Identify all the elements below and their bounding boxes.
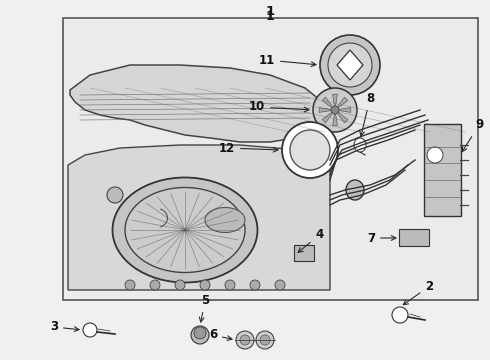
Text: 2: 2 — [403, 280, 433, 305]
Polygon shape — [333, 94, 338, 110]
Text: 9: 9 — [462, 118, 483, 152]
FancyBboxPatch shape — [424, 124, 461, 216]
Circle shape — [107, 187, 123, 203]
Circle shape — [125, 280, 135, 290]
Text: 1: 1 — [266, 10, 274, 23]
Circle shape — [194, 327, 206, 339]
Circle shape — [313, 88, 357, 132]
FancyBboxPatch shape — [399, 229, 429, 246]
Text: 10: 10 — [249, 100, 309, 113]
Circle shape — [275, 280, 285, 290]
Polygon shape — [335, 108, 351, 112]
Polygon shape — [335, 110, 348, 123]
Polygon shape — [68, 145, 330, 290]
Circle shape — [328, 43, 372, 87]
FancyBboxPatch shape — [294, 245, 314, 261]
Polygon shape — [322, 110, 335, 123]
Circle shape — [427, 147, 443, 163]
Text: 8: 8 — [360, 92, 374, 136]
Circle shape — [290, 130, 330, 170]
Circle shape — [282, 122, 338, 178]
Text: 5: 5 — [199, 294, 209, 322]
Text: 1: 1 — [266, 5, 274, 18]
Circle shape — [256, 331, 274, 349]
Circle shape — [250, 280, 260, 290]
Text: 4: 4 — [298, 229, 323, 252]
Circle shape — [225, 280, 235, 290]
Polygon shape — [335, 97, 348, 110]
Bar — [63, 18, 478, 300]
Circle shape — [240, 335, 250, 345]
Polygon shape — [319, 108, 335, 112]
Circle shape — [236, 331, 254, 349]
Text: 11: 11 — [259, 54, 316, 67]
Circle shape — [320, 35, 380, 95]
Circle shape — [83, 323, 97, 337]
Text: 12: 12 — [219, 141, 278, 154]
Text: 7: 7 — [367, 231, 396, 244]
Circle shape — [191, 326, 209, 344]
Circle shape — [175, 280, 185, 290]
Polygon shape — [70, 65, 325, 142]
Circle shape — [260, 335, 270, 345]
Polygon shape — [337, 50, 363, 80]
Ellipse shape — [346, 180, 364, 200]
Circle shape — [150, 280, 160, 290]
Circle shape — [200, 280, 210, 290]
Ellipse shape — [113, 177, 258, 283]
Polygon shape — [333, 110, 338, 126]
Ellipse shape — [354, 138, 366, 152]
Text: 6: 6 — [209, 328, 232, 342]
Polygon shape — [322, 97, 335, 110]
Circle shape — [392, 307, 408, 323]
Circle shape — [331, 106, 339, 114]
Text: 3: 3 — [50, 320, 79, 333]
Ellipse shape — [125, 188, 245, 273]
Ellipse shape — [205, 207, 245, 233]
